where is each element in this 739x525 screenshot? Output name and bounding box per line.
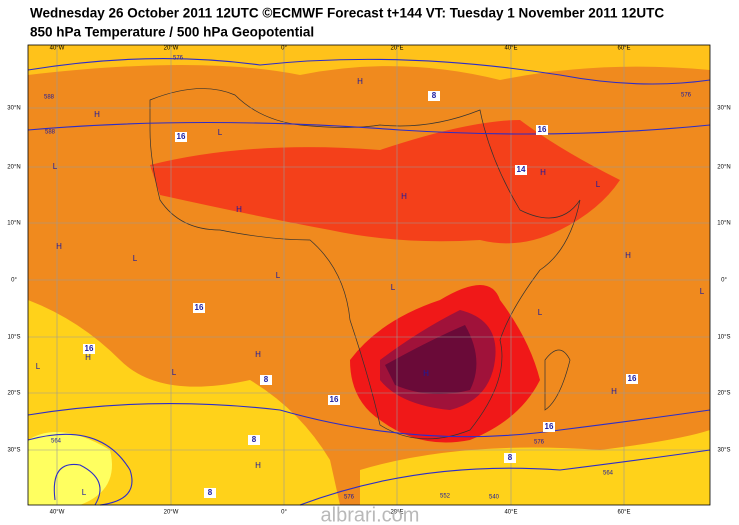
label-box [204,488,216,498]
pressure-center: L [276,271,281,280]
geopotential-label: 576 [173,56,184,62]
temperature-label: 8 [252,435,257,444]
lat-label-left: 30°S [7,448,20,454]
temperature-label: 16 [195,303,204,312]
lon-label-bottom: 40°E [504,510,517,516]
label-box [536,125,548,135]
lat-label-left: 10°S [7,335,20,341]
lon-label-top: 60°E [617,46,630,52]
temperature-label: 16 [85,344,94,353]
geopotential-label: 564 [51,439,62,445]
pressure-center: L [36,362,41,371]
geopotential-label: 588 [45,130,56,136]
red-sahara [150,120,620,244]
lon-label-top: 20°W [164,46,179,52]
label-box [515,165,527,175]
label-box [504,453,516,463]
geopotential-label: 588 [44,95,55,101]
pressure-center: L [133,254,138,263]
pressure-center: H [611,387,617,396]
pressure-center: H [540,168,546,177]
lat-label-right: 10°N [717,221,730,227]
map-area [27,44,711,506]
pressure-center: H [401,192,407,201]
temperature-label: 16 [545,422,554,431]
label-box [260,375,272,385]
label-box [543,422,555,432]
temperature-label: 16 [628,374,637,383]
pressure-center: H [236,205,242,214]
map-frame [27,44,711,506]
pressure-center: H [56,242,62,251]
lon-grid [56,45,625,505]
lon-label-bottom: 40°W [50,510,65,516]
pressure-center: H [357,77,363,86]
label-box [83,344,95,354]
lat-label-right: 10°S [717,335,730,341]
geopotential-label: 564 [603,471,614,477]
pressure-center: L [391,283,396,292]
lat-label-right: 30°N [717,106,730,112]
label-box [626,374,638,384]
temperature-label: 8 [208,488,213,497]
pressure-center: H [85,353,91,362]
lat-label-right: 0° [721,278,727,284]
pressure-center: L [538,308,543,317]
label-box [193,303,205,313]
lat-label-right: 20°S [717,391,730,397]
lat-label-left: 30°N [7,106,20,112]
hot-core [385,325,477,394]
lat-label-right: 20°N [717,165,730,171]
pressure-center: L [218,128,223,137]
pressure-center: L [596,180,601,189]
lat-label-right: 30°S [717,448,730,454]
temperature-label: 16 [177,132,186,141]
lon-label-top: 40°E [504,46,517,52]
temperature-label: 8 [508,453,513,462]
lat-label-left: 10°N [7,221,20,227]
subtitle: 850 hPa Temperature / 500 hPa Geopotenti… [30,25,314,40]
label-box [328,395,340,405]
lon-label-bottom: 60°E [617,510,630,516]
lat-label-left: 20°N [7,165,20,171]
label-box [175,132,187,142]
yellow-south [360,430,710,505]
temperature-label: 16 [538,125,547,134]
pressure-center: L [53,162,58,171]
pressure-center: H [255,350,261,359]
pressure-center: H [255,461,261,470]
pressure-center: L [82,488,87,497]
geopotential-label: 576 [534,440,545,446]
lon-label-top: 20°E [390,46,403,52]
geopotential-label: 552 [440,494,451,500]
geopotential-isolines [27,58,711,506]
lon-label-bottom: 20°E [390,510,403,516]
temperature-label: 14 [517,165,526,174]
madagascar-coastline [544,349,571,411]
temperature-label: 16 [330,395,339,404]
warm-yellow-north [28,45,710,80]
lat-grid [28,107,710,451]
label-box [428,91,440,101]
lat-label-left: 0° [11,278,17,284]
watermark: albrari.com [321,504,420,525]
lat-label-left: 20°S [7,391,20,397]
pressure-center: H [625,251,631,260]
title: Wednesday 26 October 2011 12UTC ©ECMWF F… [30,6,664,21]
geopotential-label: 576 [681,93,692,99]
pressure-center: H [94,110,100,119]
lon-label-top: 40°W [50,46,65,52]
pressure-center: H [423,369,429,378]
lon-label-bottom: 20°W [164,510,179,516]
geopotential-label: 540 [489,495,500,501]
temperature-label: 8 [264,375,269,384]
label-box [248,435,260,445]
pressure-center: L [700,287,705,296]
lon-label-bottom: 0° [281,510,287,516]
temperature-label: 8 [432,91,437,100]
geopotential-label: 576 [344,495,355,501]
pressure-center: L [172,368,177,377]
lon-label-top: 0° [281,46,287,52]
